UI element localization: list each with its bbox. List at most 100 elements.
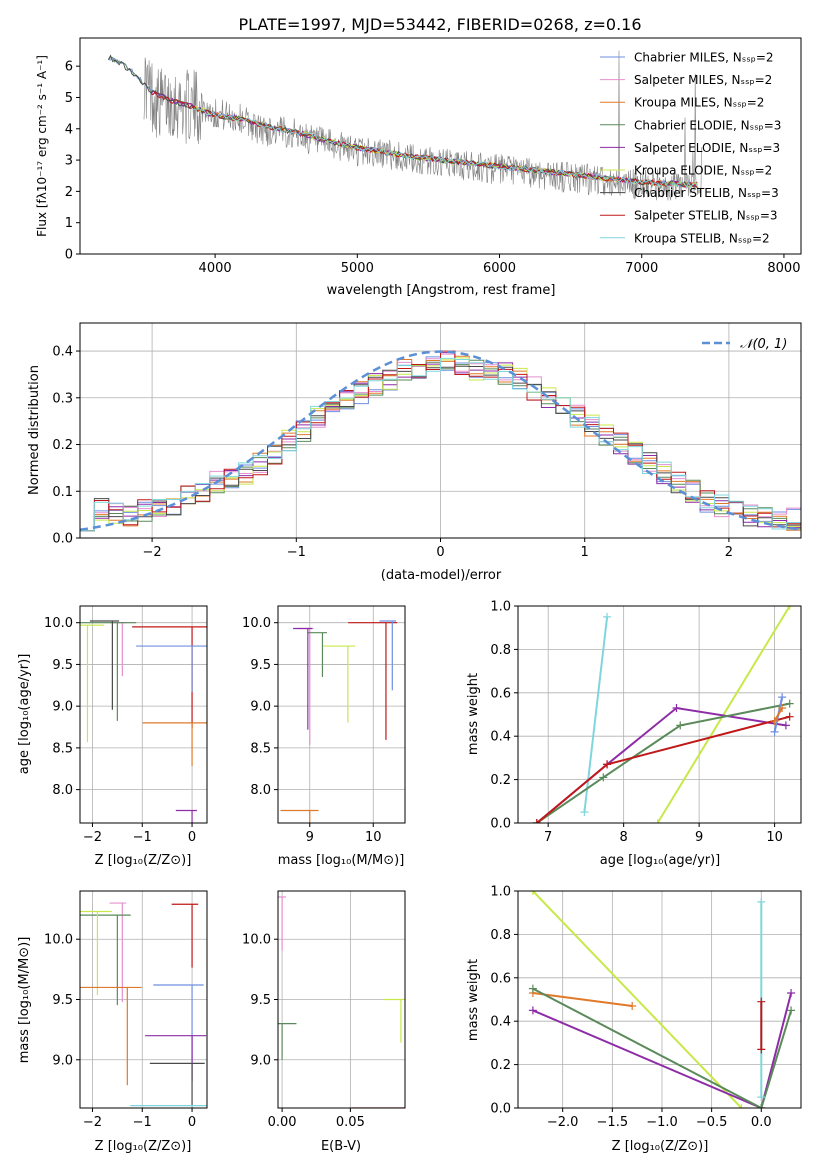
- weight-series-2: [536, 706, 787, 823]
- weight-marker: [785, 712, 794, 721]
- weight-marker: [672, 703, 681, 712]
- age-vs-mass-ytick-label: 8.5: [250, 741, 271, 756]
- massZ-ylabel: mass [log₁₀(M/M⊙)]: [17, 937, 32, 1064]
- weight-marker: [757, 1045, 766, 1054]
- age-vs-mass-plot-area: [280, 620, 398, 823]
- weight-marker: [528, 891, 537, 895]
- spectrum-ytick-label: 0: [65, 248, 73, 263]
- massE-xlabel: E(B-V): [321, 1139, 361, 1154]
- age-vs-Z-frame: [79, 605, 208, 824]
- massZ-xlabel: Z [log₁₀(Z/Z⊙)]: [95, 1139, 192, 1154]
- residuals-xlabel: (data-model)/error: [381, 568, 502, 583]
- model-spectrum-1: [150, 92, 698, 188]
- weight-vs-Z-xtick-label: −1.5: [597, 1115, 629, 1130]
- age-vs-Z-ytick-label: 9.0: [52, 700, 73, 715]
- mass-vs-ebv-ytick-label: 9.5: [250, 993, 271, 1008]
- weight-marker: [676, 721, 685, 730]
- normal-curve: [80, 350, 801, 532]
- weight-vs-age-plot-area: [532, 606, 794, 823]
- weight-vs-Z-xtick-label: −2.0: [547, 1115, 579, 1130]
- mass-vs-ebv-ytick-label: 9.0: [250, 1053, 271, 1068]
- weight-marker: [778, 703, 787, 712]
- weight-marker: [785, 606, 794, 610]
- weight-vs-Z-ytick-label: 0.0: [490, 1102, 511, 1117]
- age-vs-mass-ytick-label: 10.0: [242, 616, 271, 631]
- weight-marker: [781, 721, 790, 730]
- residuals-xtick-label: −1: [287, 545, 306, 560]
- mass-vs-ebv-plot-area: [278, 896, 405, 1108]
- weight-marker: [580, 808, 589, 817]
- age-vs-mass-ytick-label: 8.0: [250, 783, 271, 798]
- weight-vs-age-ytick-label: 0.4: [490, 730, 511, 745]
- legend-entry: Chabrier ELODIE, Nₛₛₚ=3: [634, 118, 781, 132]
- weight-marker: [787, 988, 796, 997]
- weight-marker: [757, 1104, 766, 1108]
- spectrum-ytick-label: 2: [65, 185, 73, 200]
- weight-series-6: [773, 707, 783, 722]
- weight-vs-Z-xtick-label: −0.5: [696, 1115, 728, 1130]
- spectrum-xtick-label: 7000: [625, 261, 658, 276]
- weight-marker: [757, 1093, 766, 1102]
- residuals-ytick-label: 0.1: [52, 485, 73, 500]
- age-vs-mass-xtick-label: 9: [306, 830, 314, 845]
- age-vs-mass-xtick-label: 10: [365, 830, 382, 845]
- weight-vs-age-ytick-label: 1.0: [490, 600, 511, 615]
- age-vs-Z-ytick-label: 9.5: [52, 658, 73, 673]
- weight-series-2: [532, 992, 793, 1108]
- weight-vs-Z-plot-area: [528, 891, 796, 1108]
- histogram-step-8: [80, 357, 801, 532]
- age-vs-Z-xtick-label: −1: [133, 830, 152, 845]
- mass-vs-Z-xtick-label: −2: [83, 1115, 102, 1130]
- weight-vs-age-xtick-label: 7: [544, 830, 552, 845]
- residuals-xtick-label: −2: [143, 545, 162, 560]
- weight-marker: [603, 612, 612, 621]
- legend-entry: Kroupa ELODIE, Nₛₛₚ=2: [634, 164, 772, 178]
- age-vs-metallicity-plot: −2 −1 0 8.0 8.5 9.0 9.5 10.0: [44, 605, 208, 845]
- wAge-xlabel: age [log₁₀(age/yr)]: [600, 853, 721, 868]
- weight-vs-age-ytick-label: 0.2: [490, 773, 511, 788]
- weight-marker: [737, 1104, 746, 1108]
- age-vs-Z-ytick-label: 8.5: [52, 741, 73, 756]
- spectrum-xtick-label: 5000: [341, 261, 374, 276]
- mass-vs-Z-ytick-label: 9.5: [52, 993, 73, 1008]
- residuals-plot-area: [80, 350, 801, 532]
- age-vs-mass-frame: [277, 605, 406, 824]
- mass-vs-metallicity-plot: −2 −1 0 9.0 9.5 10.0: [44, 890, 208, 1130]
- ageZ-ylabel: age [log₁₀(age/yr)]: [17, 654, 32, 775]
- residuals-ylabel: Normed distribution: [27, 365, 42, 495]
- weight-vs-Z-ytick-label: 0.8: [490, 928, 511, 943]
- weight-marker: [532, 819, 541, 823]
- mass-vs-ebv-ytick-label: 10.0: [242, 933, 271, 948]
- spectrum-xtick-label: 8000: [767, 261, 800, 276]
- weight-vs-Z-xtick-label: −1.0: [646, 1115, 678, 1130]
- residuals-ytick-label: 0.2: [52, 438, 73, 453]
- weight-vs-Z-ytick-label: 0.2: [490, 1058, 511, 1073]
- weight-vs-age-xtick-label: 9: [695, 830, 703, 845]
- weight-series-3: [532, 987, 793, 1108]
- weight-marker: [653, 819, 662, 823]
- wAge-ylabel: mass weight: [466, 673, 481, 755]
- spectrum-legend: Chabrier MILES, Nₛₛₚ=2 Salpeter MILES, Nₛ…: [600, 51, 781, 245]
- residuals-xtick-label: 2: [725, 545, 733, 560]
- weight-vs-Z-ytick-label: 1.0: [490, 885, 511, 900]
- weight-series-1: [532, 992, 633, 1007]
- mass-vs-Z-xtick-label: −1: [133, 1115, 152, 1130]
- weight-marker: [770, 727, 779, 736]
- residuals-xtick-label: 0: [436, 545, 444, 560]
- weight-marker: [528, 1006, 537, 1015]
- weight-vs-age-frame: [517, 605, 802, 824]
- spectrum-ylabel: Flux [fλ10⁻¹⁷ erg cm⁻² s⁻¹ A⁻¹]: [35, 55, 49, 237]
- model-spectrum-5: [193, 105, 698, 188]
- legend-entry: Kroupa STELIB, Nₛₛₚ=2: [634, 231, 770, 245]
- mass-vs-ebv-xtick-label: 0.05: [336, 1115, 365, 1130]
- weight-vs-metallicity-plot: −2.0 −1.5 −1.0 −0.5 0.0 0.0 0.2 0.4 0.6 0.8 1.0: [490, 885, 802, 1130]
- spectrum-xtick-label: 6000: [483, 261, 516, 276]
- weight-series-0: [532, 891, 743, 1108]
- mass-vs-Z-xtick-label: 0: [188, 1115, 196, 1130]
- weight-vs-age-ytick-label: 0.6: [490, 686, 511, 701]
- age-vs-Z-ytick-label: 8.0: [52, 783, 73, 798]
- weight-vs-age-plot: 7 8 9 10 0.0 0.2 0.4 0.6 0.8 1.0: [490, 600, 802, 845]
- mass-vs-ebv-plot: 0.00 0.05 9.0 9.5 10.0: [242, 890, 406, 1130]
- spectrum-xlabel: wavelength [Angstrom, rest frame]: [327, 283, 556, 298]
- weight-vs-Z-ytick-label: 0.4: [490, 1015, 511, 1030]
